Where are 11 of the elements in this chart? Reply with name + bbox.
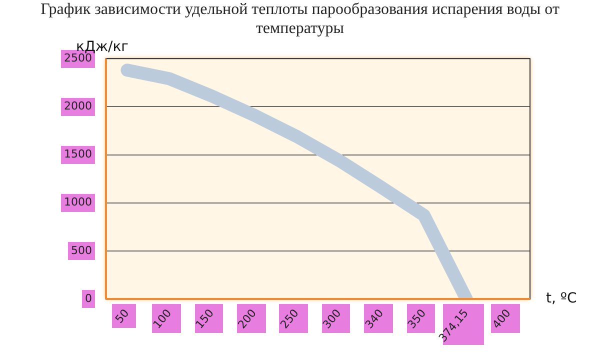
y-tick-label: 2000	[64, 100, 92, 113]
y-tick-label: 500	[70, 244, 92, 257]
y-tick-label: 1500	[64, 148, 92, 161]
y-tick-label: 1000	[64, 196, 92, 209]
chart-title: График зависимости удельной теплоты парообразования испарения воды от температуры	[40, 0, 560, 38]
x-tick-label: 50	[112, 306, 132, 326]
y-tick-label: 2500	[64, 51, 92, 64]
x-axis-title: t, ºC	[546, 290, 577, 307]
x-tick-label: 400	[490, 306, 514, 332]
x-tick-label: 150	[193, 306, 216, 332]
y-tick-label: 0	[84, 292, 92, 305]
